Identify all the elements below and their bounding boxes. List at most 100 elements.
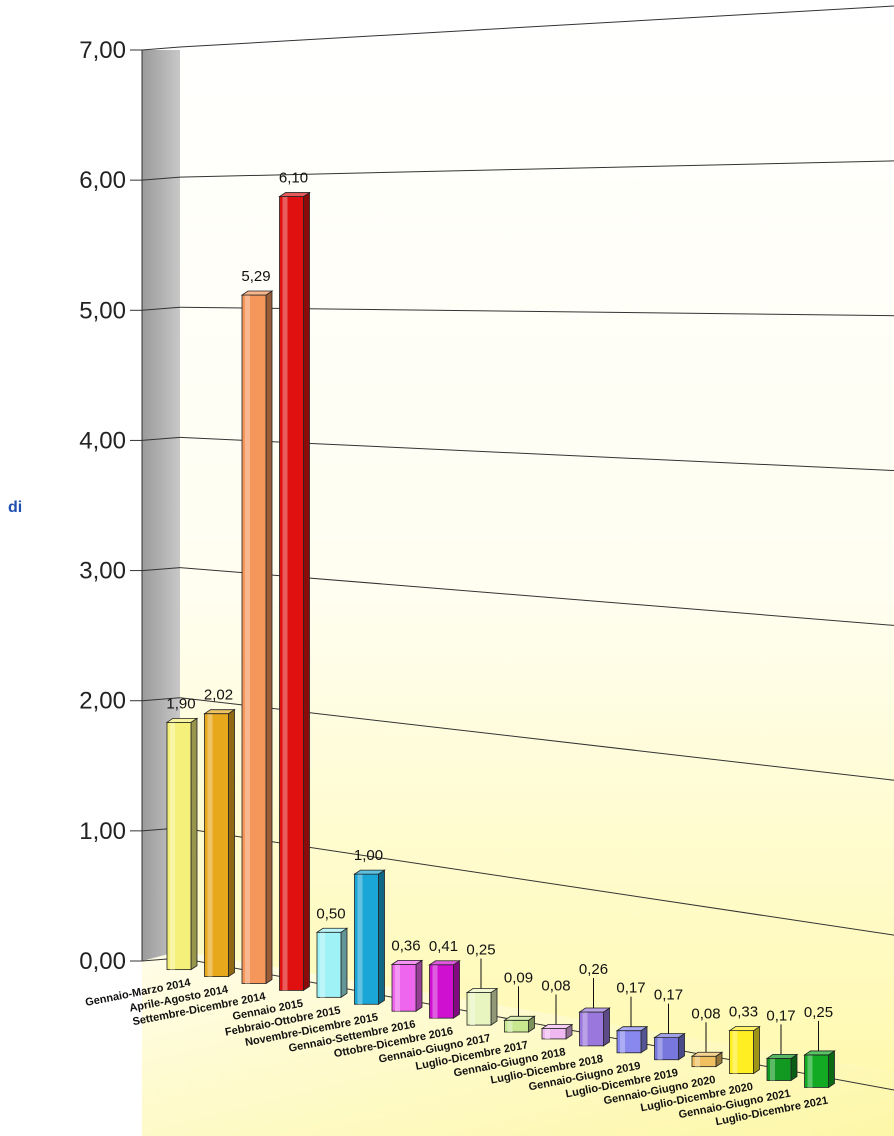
bar bbox=[353, 869, 386, 1006]
bar-highlight bbox=[170, 722, 175, 970]
gridline-side bbox=[141, 567, 181, 572]
data-label: 0,17 bbox=[616, 980, 645, 997]
bar-highlight bbox=[470, 992, 475, 1026]
bar-highlight bbox=[695, 1056, 700, 1067]
data-label: 0,09 bbox=[504, 969, 533, 986]
bar-top bbox=[690, 1051, 724, 1057]
y-axis-ticks: 0,00 1,00 2,00 3,00 4,00 5,00 6,00 7,00 bbox=[79, 37, 143, 975]
bar bbox=[540, 1023, 574, 1040]
bar-highlight bbox=[245, 295, 250, 984]
bar-side bbox=[303, 191, 310, 992]
bar-highlight bbox=[807, 1054, 813, 1088]
data-label: 2,02 bbox=[204, 687, 233, 704]
y-tick-label: 0,00 bbox=[79, 948, 126, 975]
bar-top bbox=[240, 290, 274, 296]
bar-highlight bbox=[657, 1037, 663, 1060]
bar-top bbox=[353, 869, 386, 875]
gridline-side bbox=[141, 697, 181, 702]
bar-top bbox=[428, 960, 461, 966]
bar-highlight bbox=[545, 1028, 550, 1039]
data-label: 0,36 bbox=[391, 937, 420, 954]
bar bbox=[165, 717, 199, 971]
data-label: 0,25 bbox=[804, 1004, 833, 1021]
data-label: 0,33 bbox=[729, 1004, 758, 1021]
bar-highlight bbox=[357, 874, 363, 1005]
bar bbox=[278, 191, 311, 992]
bar-highlight bbox=[432, 964, 438, 1019]
bar bbox=[203, 708, 236, 978]
bar bbox=[803, 1050, 836, 1089]
y-tick-label: 1,00 bbox=[79, 818, 126, 845]
bar-highlight bbox=[207, 713, 213, 977]
bar-side bbox=[415, 959, 423, 1012]
bar-top bbox=[278, 192, 311, 197]
bar-side bbox=[790, 1053, 798, 1082]
data-label: 1,00 bbox=[354, 847, 383, 864]
bar bbox=[578, 1007, 611, 1047]
data-label: 0,26 bbox=[579, 961, 608, 978]
bar-highlight bbox=[582, 1012, 588, 1046]
y-tick-label: 7,00 bbox=[79, 37, 126, 64]
bar bbox=[503, 1015, 536, 1033]
data-label: 0,17 bbox=[654, 987, 683, 1004]
bar-highlight bbox=[282, 196, 288, 991]
bar bbox=[428, 960, 461, 1019]
y-tick-label: 4,00 bbox=[79, 427, 126, 454]
data-label: 6,10 bbox=[279, 170, 308, 187]
back-wall bbox=[180, 9, 894, 1073]
bar-side bbox=[603, 1007, 610, 1047]
bar bbox=[728, 1025, 761, 1075]
gridline-side bbox=[141, 306, 181, 311]
gridline bbox=[179, 5, 894, 48]
bar-side bbox=[378, 869, 385, 1006]
bar-side bbox=[228, 708, 235, 978]
bar-highlight bbox=[507, 1020, 513, 1033]
data-label: 0,25 bbox=[466, 942, 495, 959]
y-tick-label: 3,00 bbox=[79, 558, 126, 585]
bar-side bbox=[678, 1032, 685, 1061]
data-label: 0,08 bbox=[541, 978, 570, 995]
bar bbox=[315, 927, 349, 999]
data-label: 0,50 bbox=[316, 905, 345, 922]
bar bbox=[390, 959, 424, 1012]
y-tick-label: 6,00 bbox=[79, 167, 126, 194]
y-tick-label: 2,00 bbox=[79, 688, 126, 715]
data-label: 0,08 bbox=[691, 1005, 720, 1022]
bar-top bbox=[615, 1026, 649, 1032]
gridline bbox=[179, 160, 894, 178]
gridline-side bbox=[141, 176, 181, 181]
bar-highlight bbox=[732, 1030, 738, 1074]
bar-side bbox=[453, 960, 460, 1019]
bar bbox=[653, 1032, 686, 1061]
bar-top bbox=[803, 1050, 836, 1056]
data-labels: 1,90 2,02 5,29 6,10 0,50 1,00 0,36 0,41 0,25 0,09… bbox=[166, 170, 833, 1055]
bar bbox=[465, 987, 499, 1026]
bar-side bbox=[490, 987, 498, 1026]
bar-top bbox=[728, 1026, 761, 1032]
bar bbox=[240, 290, 274, 985]
gridline-side bbox=[141, 46, 181, 51]
bar-top bbox=[578, 1007, 611, 1013]
bar-top bbox=[203, 709, 236, 715]
bar-highlight bbox=[320, 932, 325, 998]
bar-top bbox=[503, 1015, 536, 1021]
data-label: 0,41 bbox=[429, 938, 458, 955]
data-label: 0,17 bbox=[766, 1007, 795, 1024]
bar-top bbox=[165, 717, 199, 723]
y-axis-label: di bbox=[8, 499, 22, 516]
bar-side bbox=[265, 290, 273, 985]
bar-top bbox=[390, 959, 424, 965]
bar-highlight bbox=[395, 964, 400, 1012]
bar-top bbox=[540, 1024, 574, 1029]
bar-top bbox=[765, 1054, 799, 1059]
gridline-side bbox=[141, 436, 181, 441]
bar bbox=[690, 1051, 724, 1068]
bar bbox=[765, 1053, 799, 1082]
y-tick-label: 5,00 bbox=[79, 297, 126, 324]
bar-top bbox=[465, 988, 499, 993]
bars bbox=[165, 191, 836, 1089]
bar-side bbox=[190, 717, 198, 971]
bar bbox=[615, 1025, 649, 1054]
